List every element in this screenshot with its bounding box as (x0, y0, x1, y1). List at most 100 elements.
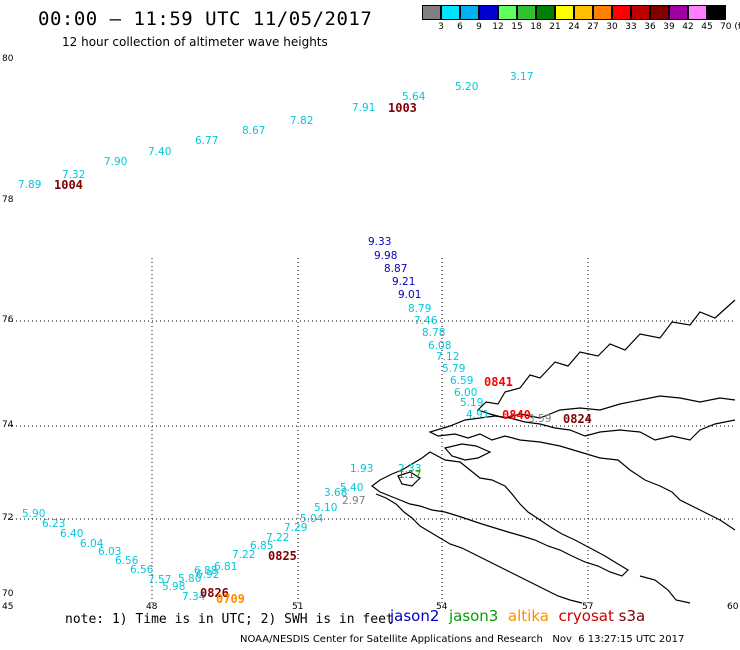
wave-height-value: 5.19 (460, 397, 483, 409)
lat-tick-80: 80 (2, 54, 14, 64)
scale-label: 36 (644, 22, 656, 32)
wave-height-value: 6.59 (450, 375, 473, 387)
scale-swatch (422, 5, 441, 20)
scale-label: 18 (530, 22, 542, 32)
pass-time-tag: 0840 (502, 408, 531, 422)
wave-height-value: 8.67 (242, 125, 265, 137)
wave-height-value: 5.98 (162, 581, 185, 593)
lat-tick-70: 70 (2, 589, 14, 599)
wave-height-value: 9.01 (398, 289, 421, 301)
scale-label: 42 (682, 22, 694, 32)
scale-swatch (688, 5, 707, 20)
legend-s3a: s3a (618, 607, 646, 625)
scale-label: 12 (492, 22, 504, 32)
wave-height-values: 7.89 7.32 7.90 7.40 6.77 8.67 7.82 7.91 5.64 5.20… (18, 71, 551, 603)
scale-swatch (441, 5, 460, 20)
pass-time-tag: 1004 (54, 178, 83, 192)
pass-time-tag: 0709 (216, 592, 245, 606)
scale-swatch (707, 5, 726, 20)
scale-label: 6 (457, 22, 463, 32)
wave-height-value: 6.92 (196, 569, 219, 581)
scale-swatch (631, 5, 650, 20)
credit-line: NOAA/NESDIS Center for Satellite Applica… (240, 634, 685, 645)
satellite-legend: jason2 jason3 altika cryosat s3a (390, 607, 645, 625)
lat-tick-78: 78 (2, 195, 14, 205)
wave-height-value: 9.33 (368, 236, 391, 248)
wave-height-value: 8.78 (422, 327, 445, 339)
wave-height-value: 5.40 (340, 482, 363, 494)
scale-swatch (479, 5, 498, 20)
wave-height-value: 8.79 (408, 303, 431, 315)
pass-time-tag: 0825 (268, 549, 297, 563)
map-title: 00:00 – 11:59 UTC 11/05/2017 (38, 8, 373, 30)
lon-tick-48: 48 (146, 602, 158, 612)
pass-time-tag: 0826 (200, 586, 229, 600)
lat-tick-76: 76 (2, 315, 14, 325)
wave-height-value: 4.91 (466, 409, 489, 421)
wave-height-value: 5.79 (442, 363, 465, 375)
wave-height-value: 7.22 (232, 549, 255, 561)
scale-label: 27 (587, 22, 599, 32)
wave-height-value: 3.68 (324, 487, 347, 499)
scale-swatch (669, 5, 688, 20)
wave-height-value: 6.56 (130, 564, 154, 576)
wave-height-value: 6.85 (250, 540, 273, 552)
wave-height-value: 6.08 (428, 340, 451, 352)
wave-height-value: 7.34 (182, 591, 206, 603)
pass-time-tag: 1003 (388, 101, 417, 115)
scale-label: 39 (663, 22, 675, 32)
wave-height-value: 1.93 (350, 463, 373, 475)
scale-swatch (536, 5, 555, 20)
wave-height-value: 1.17 (398, 469, 421, 481)
lon-tick-51: 51 (292, 602, 303, 612)
wave-height-value: 7.40 (148, 146, 171, 158)
wave-height-value: 3.17 (510, 71, 533, 83)
scale-label: 30 (606, 22, 618, 32)
legend-altika: altika (507, 607, 549, 625)
scale-swatch (498, 5, 517, 20)
lon-tick-57: 57 (582, 602, 593, 612)
lon-tick-60: 60 (727, 602, 739, 612)
wave-height-value: 7.82 (290, 115, 313, 127)
grid-lines (8, 258, 735, 603)
wave-height-value: 7.29 (284, 522, 307, 534)
legend-cryosat: cryosat (558, 607, 614, 625)
wave-height-value: 6.56 (115, 555, 139, 567)
lon-tick-54: 54 (436, 602, 448, 612)
wave-height-value: 2.33 (398, 463, 421, 475)
wave-height-value: 5.90 (22, 508, 45, 520)
wave-height-value: 6.00 (454, 387, 477, 399)
wave-height-value: 6.88 (194, 565, 217, 577)
lon-tick-labels: 45 48 51 54 57 60 (2, 602, 739, 612)
scale-swatch (650, 5, 669, 20)
wave-height-value: 7.89 (18, 179, 41, 191)
wave-height-value: 7.46 (414, 315, 438, 327)
scale-swatch (555, 5, 574, 20)
wave-height-value: 6.04 (80, 538, 104, 550)
lat-tick-74: 74 (2, 420, 14, 430)
wave-height-value: 5.20 (455, 81, 478, 93)
wave-height-value: 3.59 (528, 413, 551, 425)
wave-height-value: 9.21 (392, 276, 415, 288)
scale-label: 9 (476, 22, 482, 32)
pass-time-tag: 0841 (484, 375, 513, 389)
legend-jason3: jason3 (448, 607, 499, 625)
scale-swatch (460, 5, 479, 20)
wave-height-value: 6.40 (60, 528, 83, 540)
scale-label: 24 (568, 22, 580, 32)
scale-label: 70 (ft) (720, 22, 740, 32)
wave-height-value: 7.57 (148, 574, 171, 586)
wave-height-value: 5.80 (178, 573, 201, 585)
legend-jason2: jason2 (390, 607, 440, 625)
scale-label: 45 (701, 22, 713, 32)
scale-label: 3 (438, 22, 444, 32)
wave-height-value: 6.03 (98, 546, 121, 558)
scale-swatch (593, 5, 612, 20)
wave-height-value: 9.98 (374, 250, 397, 262)
wave-height-value: 8.87 (384, 263, 407, 275)
wave-height-value: 7.12 (436, 351, 459, 363)
footnote: note: 1) Time is in UTC; 2) SWH is in fe… (65, 612, 394, 627)
wave-height-value: 7.32 (62, 169, 85, 181)
